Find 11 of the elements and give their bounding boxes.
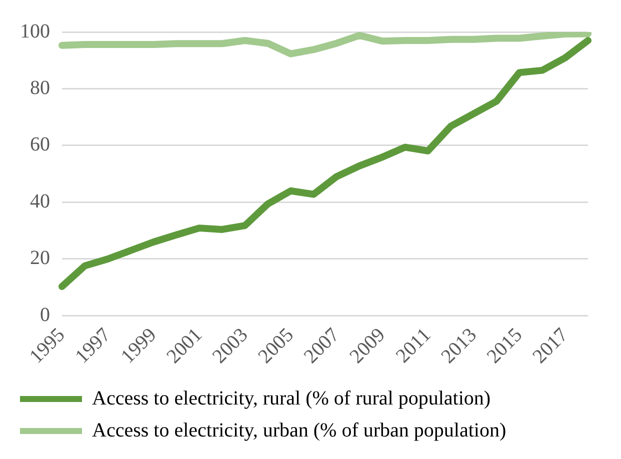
x-tick-label: 1999 [116, 324, 161, 368]
y-tick-label: 20 [30, 247, 50, 270]
legend-label: Access to electricity, urban (% of urban population) [92, 419, 506, 442]
legend-label: Access to electricity, rural (% of rural population) [92, 387, 491, 410]
x-tick-label: 2011 [392, 324, 436, 368]
y-tick-label: 40 [30, 190, 50, 212]
x-tick-label: 2001 [162, 324, 206, 368]
y-tick-label: 100 [20, 20, 50, 42]
y-tick-label: 60 [30, 134, 50, 156]
y-tick-label: 0 [40, 304, 50, 326]
y-tick-label: 80 [30, 77, 50, 99]
